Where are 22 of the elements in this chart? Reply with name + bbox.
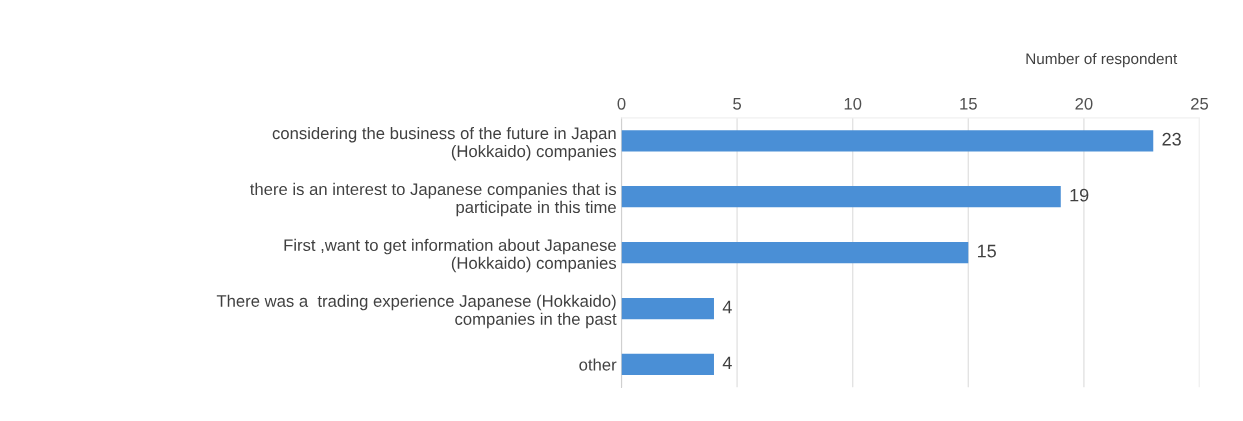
x-tick-label: 10 (844, 97, 862, 110)
y-tick-label: other (579, 358, 617, 371)
x-axis-title: Number of respondent (1026, 52, 1178, 68)
data-label: 4 (722, 300, 732, 314)
data-label: 15 (978, 244, 996, 258)
x-tick-label: 20 (1075, 97, 1093, 110)
bar (621, 241, 969, 264)
data-label: 4 (722, 356, 732, 370)
y-tick-label: considering the business of the future in Japan (Hokkaido) companies (272, 126, 617, 161)
y-tick-label: there is an interest to Japanese companies that is participate in this time (250, 182, 617, 217)
bar (621, 130, 1154, 152)
x-tick-label: 0 (617, 97, 626, 110)
data-label: 19 (1070, 188, 1089, 202)
x-tick-label: 5 (733, 98, 742, 110)
bar (621, 353, 714, 376)
x-tick-label: 25 (1191, 97, 1209, 110)
data-label: 23 (1162, 132, 1181, 146)
bar (621, 297, 714, 320)
y-tick-label: First ,want to get information about Japanese (Hokkaido) companies (284, 238, 617, 273)
x-tick-label: 15 (960, 98, 977, 110)
y-tick-label: There was a trading experience Japanese (Hokkaido) companies in the past (216, 294, 617, 329)
bar (621, 186, 1061, 208)
